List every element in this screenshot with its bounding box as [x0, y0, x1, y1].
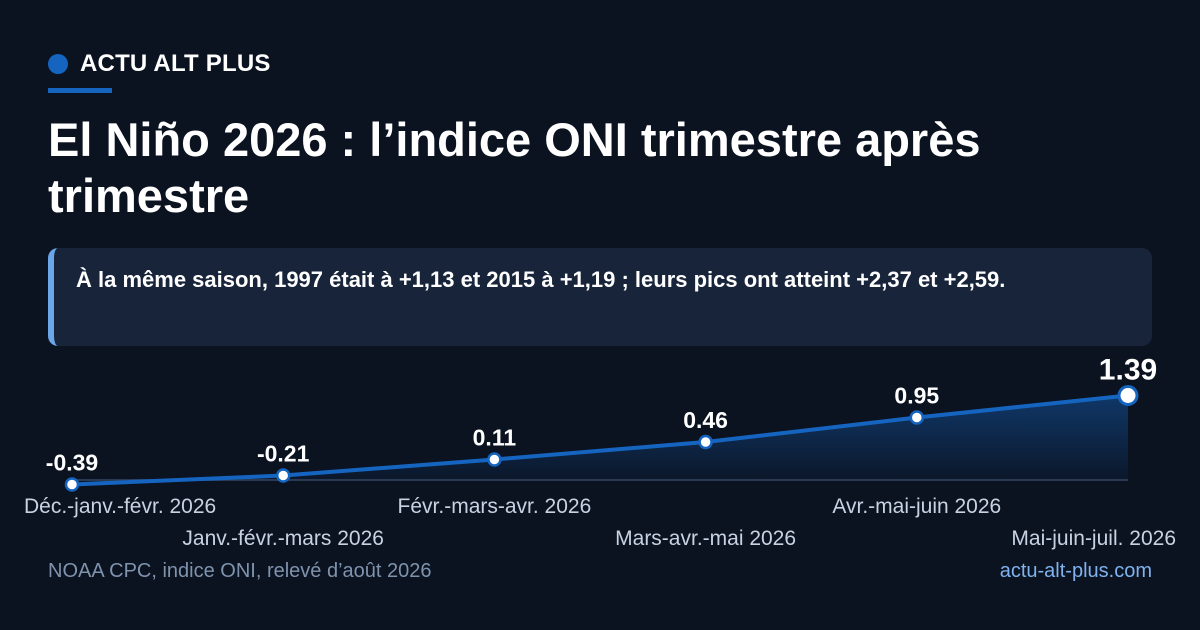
source-note: NOAA CPC, indice ONI, relevé d’août 2026	[48, 560, 432, 582]
site-link[interactable]: actu-alt-plus.com	[999, 560, 1152, 582]
value-label: -0.21	[257, 441, 310, 467]
data-point	[64, 477, 80, 492]
x-tick-label: Déc.-janv.-févr. 2026	[24, 495, 216, 518]
data-point	[487, 452, 502, 467]
series-line	[70, 393, 1130, 487]
data-point	[698, 434, 713, 450]
callout-text: À la même saison, 1997 était à +1,13 et …	[76, 267, 1006, 292]
value-label: 0.46	[683, 407, 728, 433]
value-label: 1.39	[1099, 354, 1157, 387]
x-tick-label: Avr.-mai-juin 2026	[832, 495, 1001, 518]
brand-name: ACTU ALT PLUS	[80, 50, 271, 77]
brand: ACTU ALT PLUS	[48, 50, 271, 78]
brand-dot-icon	[48, 54, 68, 74]
x-tick-label: Mars-avr.-mai 2026	[615, 527, 796, 550]
brand-underline	[48, 88, 112, 93]
value-label: -0.39	[46, 450, 98, 476]
page-title: El Niño 2026 : l’indice ONI trimestre ap…	[48, 113, 981, 222]
area-fill	[72, 395, 1128, 485]
x-tick-label: Mai-juin-juil. 2026	[1011, 527, 1176, 550]
x-tick-label: Févr.-mars-avr. 2026	[398, 495, 592, 518]
data-point	[275, 468, 291, 483]
value-label: 0.95	[894, 383, 939, 409]
data-point	[909, 410, 925, 425]
value-label: 0.11	[473, 425, 517, 451]
x-tick-label: Janv.-févr.-mars 2026	[182, 527, 384, 550]
data-point	[1117, 385, 1139, 406]
callout-box: À la même saison, 1997 était à +1,13 et …	[48, 248, 1152, 346]
